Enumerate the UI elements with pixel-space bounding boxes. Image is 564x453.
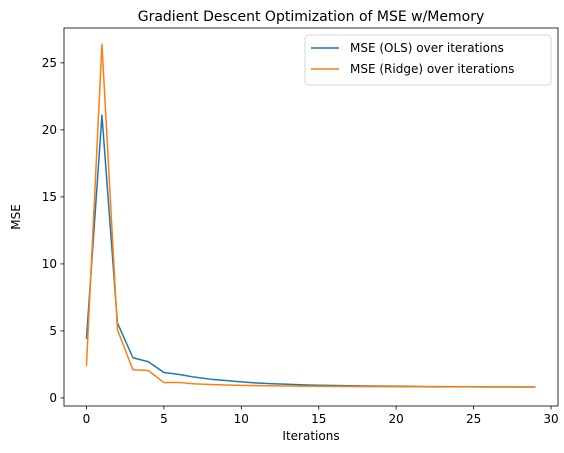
y-tick-label: 10 xyxy=(42,257,57,271)
series-line-0 xyxy=(85,114,536,388)
x-tick-label: 10 xyxy=(234,412,249,426)
legend-label: MSE (Ridge) over iterations xyxy=(350,62,514,76)
y-tick-label: 20 xyxy=(42,123,57,137)
legend-box xyxy=(304,34,552,86)
chart-title: Gradient Descent Optimization of MSE w/M… xyxy=(138,9,485,25)
x-tick-label: 25 xyxy=(466,412,481,426)
series-line-1 xyxy=(85,43,536,388)
y-axis-label: MSE xyxy=(9,204,23,230)
series-layer xyxy=(85,43,536,388)
legend: MSE (OLS) over iterations MSE (Ridge) ove… xyxy=(304,34,552,86)
x-tick-label: 30 xyxy=(543,412,558,426)
x-axis-ticks: 0 5 10 15 20 25 30 xyxy=(83,406,559,426)
x-tick-label: 0 xyxy=(83,412,91,426)
legend-entries: MSE (OLS) over iterations MSE (Ridge) ove… xyxy=(311,41,514,76)
plot-frame xyxy=(63,27,559,407)
legend-label: MSE (OLS) over iterations xyxy=(350,41,504,55)
x-tick-label: 5 xyxy=(160,412,168,426)
y-tick-label: 5 xyxy=(49,324,57,338)
x-tick-label: 20 xyxy=(389,412,404,426)
x-axis-label: Iterations xyxy=(282,429,339,443)
y-tick-label: 25 xyxy=(42,56,57,70)
y-tick-label: 15 xyxy=(42,190,57,204)
y-axis-ticks: 0 5 10 15 20 25 xyxy=(42,56,64,405)
y-tick-label: 0 xyxy=(49,391,57,405)
x-tick-label: 15 xyxy=(311,412,326,426)
